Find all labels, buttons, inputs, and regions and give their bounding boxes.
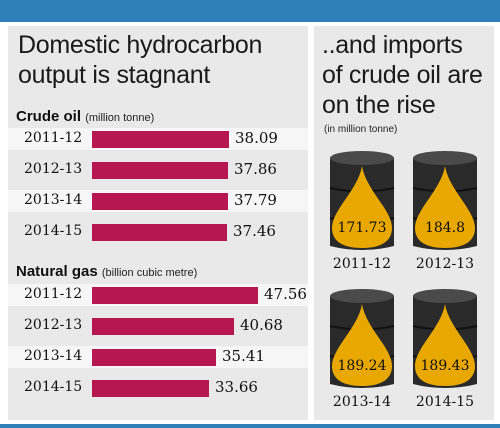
natural-gas-heading: Natural gas (billion cubic metre) [16, 263, 197, 280]
oil-barrel-icon: 171.73 [329, 151, 395, 250]
left-headline-line1: Domestic hydrocarbon [18, 31, 263, 59]
value-label: 37.79 [234, 191, 277, 209]
oil-barrel-icon: 189.24 [329, 289, 395, 388]
category-label: 2011-12 [24, 130, 83, 146]
value-label: 184.8 [425, 220, 465, 236]
value-label: 37.46 [233, 222, 276, 240]
category-label: 2011-12 [24, 286, 83, 302]
barrel-lid [330, 289, 394, 303]
category-label: 2012-13 [24, 317, 83, 333]
bar-row: 2013-14 35.41 [8, 346, 308, 368]
natural-gas-title: Natural gas [16, 263, 98, 280]
category-label: 2012-13 [415, 256, 475, 272]
right-headline-line2: of crude oil are [322, 61, 483, 89]
category-label: 2014-15 [24, 379, 83, 395]
crude-oil-heading: Crude oil (million tonne) [16, 108, 154, 125]
oil-drop-icon [415, 304, 475, 386]
value-label: 38.09 [235, 129, 278, 147]
oil-barrel-icon: 184.8 [412, 151, 478, 250]
right-headline-line1: ..and imports [322, 31, 463, 59]
bar [92, 224, 227, 241]
value-label: 40.68 [240, 316, 283, 334]
barrel-lid [413, 289, 477, 303]
bar-row: 2012-13 40.68 [8, 315, 308, 337]
category-label: 2013-14 [332, 394, 392, 410]
value-label: 189.24 [338, 358, 387, 374]
right-headline-line3: on the rise [322, 91, 436, 119]
category-label: 2013-14 [24, 348, 83, 364]
value-label: 37.86 [234, 160, 277, 178]
bar-row: 2014-15 37.46 [8, 221, 308, 243]
crude-oil-title: Crude oil [16, 108, 82, 125]
value-label: 35.41 [222, 347, 265, 365]
bar-row: 2011-12 38.09 [8, 128, 308, 150]
bar [92, 380, 209, 397]
bar [92, 349, 216, 366]
bar-row: 2013-14 37.79 [8, 190, 308, 212]
category-label: 2011-12 [332, 256, 392, 272]
value-label: 171.73 [338, 220, 387, 236]
bar [92, 287, 258, 304]
bar [92, 193, 228, 210]
value-label: 189.43 [421, 358, 470, 374]
natural-gas-unit: (billion cubic metre) [101, 267, 198, 279]
bar [92, 131, 229, 148]
bar-row: 2011-12 47.56 [8, 284, 308, 306]
bottom-accent-bar [0, 424, 500, 428]
left-headline-line2: output is stagnant [18, 61, 210, 89]
top-accent-bar [0, 0, 500, 22]
value-label: 33.66 [215, 378, 258, 396]
barrel-lid [330, 151, 394, 165]
oil-drop-icon [332, 166, 392, 248]
bar [92, 162, 228, 179]
bar [92, 318, 234, 335]
value-label: 47.56 [264, 285, 307, 303]
bar-row: 2014-15 33.66 [8, 377, 308, 399]
imports-unit-note: (in million tonne) [324, 124, 398, 135]
category-label: 2012-13 [24, 161, 83, 177]
oil-barrel-icon: 189.43 [412, 289, 478, 388]
oil-drop-icon [332, 304, 392, 386]
bar-row: 2012-13 37.86 [8, 159, 308, 181]
barrel-lid [413, 151, 477, 165]
oil-drop-icon [415, 166, 475, 248]
category-label: 2014-15 [415, 394, 475, 410]
crude-oil-unit: (million tonne) [85, 112, 155, 124]
category-label: 2013-14 [24, 192, 83, 208]
category-label: 2014-15 [24, 223, 83, 239]
